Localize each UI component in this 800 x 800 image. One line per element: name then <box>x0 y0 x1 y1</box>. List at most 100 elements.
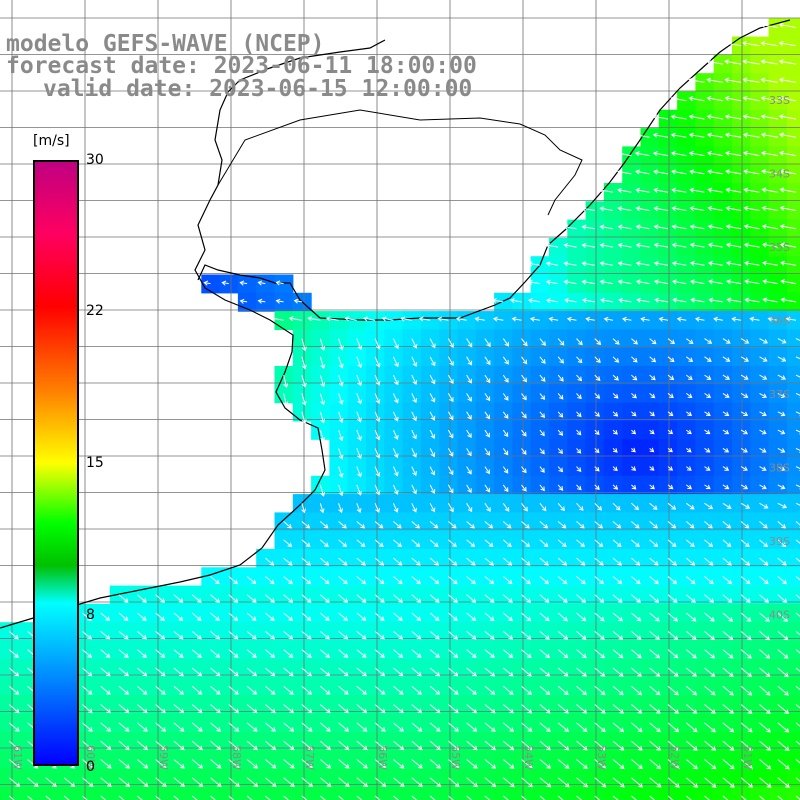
wind-arrow-head <box>472 708 478 714</box>
wind-arrow-head <box>161 708 166 714</box>
wind-arrow <box>264 667 275 677</box>
wind-arrow <box>762 188 778 193</box>
wind-arrow <box>635 170 650 175</box>
wind-arrow <box>283 594 293 603</box>
wind-arrow <box>759 356 768 362</box>
wind-arrow <box>356 338 362 350</box>
wind-cell <box>494 311 513 330</box>
wind-cell <box>640 201 660 221</box>
wind-arrow-head <box>360 523 366 529</box>
wind-arrow <box>557 777 570 788</box>
wind-arrow <box>795 777 800 782</box>
wind-arrow <box>155 759 167 769</box>
wind-arrow-head <box>595 485 600 491</box>
wind-arrow <box>136 777 149 787</box>
wind-cell <box>567 219 587 239</box>
wind-arrow <box>521 338 528 346</box>
wind-arrow <box>374 740 386 750</box>
wind-arrow <box>601 299 614 303</box>
wind-arrow-head <box>566 316 572 322</box>
wind-arrow-head <box>489 598 495 603</box>
wind-cell <box>786 54 800 74</box>
wind-arrow <box>228 740 240 750</box>
wind-arrow <box>777 576 787 584</box>
wind-arrow <box>612 393 619 399</box>
wind-cell <box>732 164 751 184</box>
wind-arrow <box>704 612 715 622</box>
wind-arrow-head <box>216 782 222 788</box>
wind-arrow-head <box>271 727 276 732</box>
wind-arrow <box>667 594 678 603</box>
wind-arrow <box>707 97 723 102</box>
wind-arrow-head <box>491 745 496 751</box>
wind-arrow-head <box>580 523 585 529</box>
wind-cell <box>713 201 733 221</box>
wind-arrow <box>725 134 742 138</box>
wind-arrow-head <box>289 708 295 714</box>
wind-cell <box>786 311 800 330</box>
wind-arrow <box>492 299 504 303</box>
wind-arrow-head <box>435 690 441 695</box>
wind-arrow-head <box>673 653 679 659</box>
wind-arrow <box>594 576 604 584</box>
wind-arrow-head <box>615 505 621 511</box>
wind-arrow <box>411 631 422 640</box>
wind-arrow-head <box>525 523 530 529</box>
wind-arrow <box>356 685 367 695</box>
wind-cell <box>640 237 660 257</box>
wind-arrow-head <box>563 672 569 677</box>
wind-arrow-head <box>234 708 240 714</box>
wind-arrow-head <box>490 635 495 640</box>
wind-arrow-head <box>288 653 294 658</box>
wind-arrow <box>374 649 385 658</box>
wind-arrow-head <box>14 671 20 677</box>
wind-arrow <box>795 704 800 709</box>
wind-arrow <box>795 576 800 581</box>
latitude-label: 36S <box>769 315 790 328</box>
wind-arrow-head <box>417 764 423 769</box>
wind-arrow-head <box>779 205 785 211</box>
wind-arrow-head <box>362 708 368 714</box>
wind-arrow-head <box>743 169 749 175</box>
wind-arrow <box>649 722 661 732</box>
wind-arrow-head <box>763 579 769 585</box>
wind-arrow-head <box>430 489 436 494</box>
wind-arrow <box>722 429 729 435</box>
wind-arrow-head <box>436 782 442 788</box>
wind-arrow-head <box>612 448 618 453</box>
wind-arrow-head <box>632 375 638 381</box>
wind-arrow <box>576 631 587 640</box>
wind-arrow <box>685 704 697 714</box>
wind-arrow-head <box>563 261 569 267</box>
wind-arrow-head <box>548 316 554 322</box>
wind-arrow <box>228 649 239 658</box>
wind-arrow <box>301 740 313 750</box>
wind-arrow-head <box>269 579 275 585</box>
wind-arrow-head <box>674 709 680 714</box>
wind-arrow-head <box>594 430 600 435</box>
wind-arrow <box>740 502 750 509</box>
wind-arrow-head <box>618 635 624 640</box>
wind-arrow <box>631 777 643 788</box>
wind-arrow <box>466 759 478 769</box>
wind-arrow <box>191 594 202 603</box>
wind-arrow <box>759 667 771 677</box>
wind-arrow <box>484 374 491 383</box>
wind-arrow <box>319 393 325 405</box>
wind-arrow <box>338 777 350 787</box>
wind-arrow-head <box>577 358 583 364</box>
wind-arrow <box>393 722 404 732</box>
wind-arrow <box>539 557 549 566</box>
wind-arrow <box>338 612 348 621</box>
wind-arrow <box>510 299 522 303</box>
wind-arrow <box>429 539 439 547</box>
wind-arrow <box>374 759 386 769</box>
wind-arrow-head <box>710 672 716 677</box>
wind-cell <box>786 91 800 111</box>
wind-arrow-head <box>215 598 221 603</box>
wind-arrow-head <box>631 466 637 471</box>
wind-arrow-head <box>343 634 349 640</box>
wind-cell <box>677 311 696 330</box>
wind-cell <box>695 237 715 257</box>
wind-arrow-head <box>760 59 766 65</box>
